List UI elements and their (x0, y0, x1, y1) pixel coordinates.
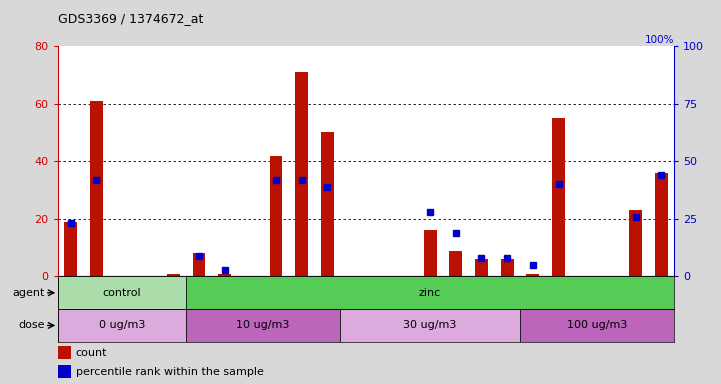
Bar (296, 72, 308, 276)
Text: 100 ug/m3: 100 ug/m3 (567, 320, 627, 331)
Bar (520, 309, 674, 342)
Bar (90, 101, 102, 276)
Bar (501, 259, 513, 276)
Text: 100%: 100% (645, 35, 674, 45)
Text: zinc: zinc (419, 288, 441, 298)
Text: 0 ug/m3: 0 ug/m3 (99, 320, 145, 331)
Text: percentile rank within the sample: percentile rank within the sample (76, 367, 264, 377)
Bar (186, 276, 674, 309)
Bar (552, 118, 565, 276)
Bar (58, 309, 186, 342)
Bar (321, 132, 334, 276)
Text: dose: dose (18, 320, 45, 331)
Bar (655, 173, 668, 276)
Bar (424, 230, 436, 276)
Bar (340, 309, 520, 342)
Bar (64, 222, 77, 276)
Text: control: control (102, 288, 141, 298)
Bar (475, 259, 488, 276)
Text: 10 ug/m3: 10 ug/m3 (236, 320, 290, 331)
Bar (186, 309, 340, 342)
Text: 30 ug/m3: 30 ug/m3 (404, 320, 457, 331)
Bar (526, 273, 539, 276)
Bar (629, 210, 642, 276)
Bar (167, 273, 180, 276)
Bar (58, 365, 71, 378)
Bar (218, 273, 231, 276)
Bar (449, 251, 462, 276)
Bar (58, 346, 71, 359)
Text: agent: agent (12, 288, 45, 298)
Text: GDS3369 / 1374672_at: GDS3369 / 1374672_at (58, 12, 203, 25)
Text: count: count (76, 348, 107, 358)
Bar (270, 156, 283, 276)
Bar (58, 276, 186, 309)
Bar (193, 253, 205, 276)
